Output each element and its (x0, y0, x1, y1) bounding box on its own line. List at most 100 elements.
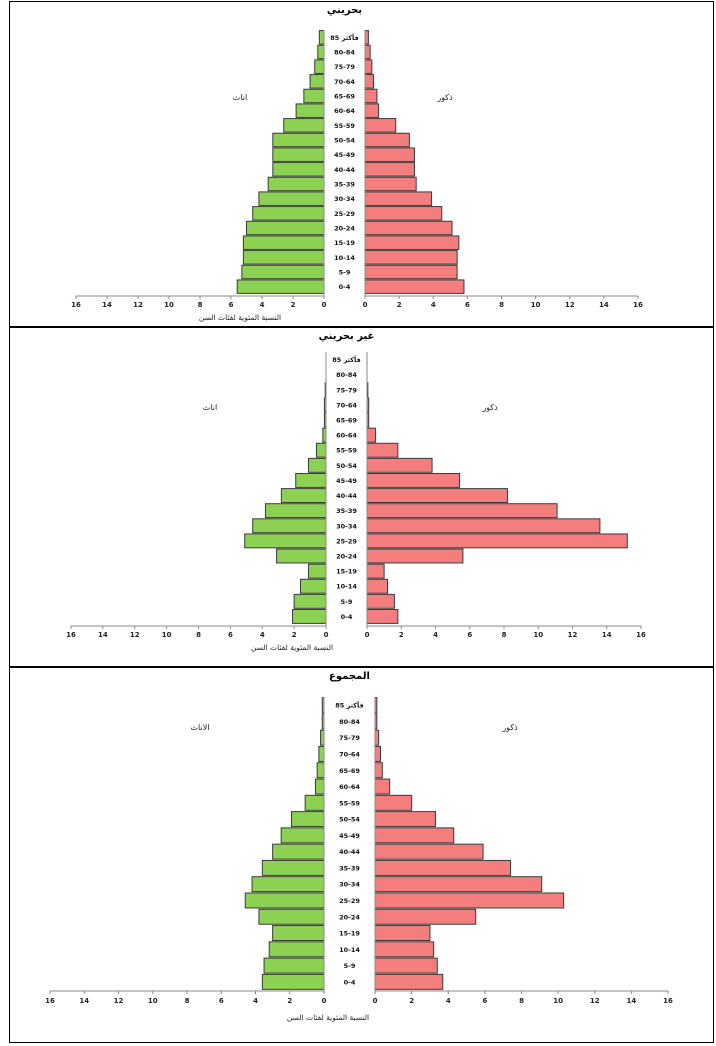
female-tick-label-non-bahraini-2: 12 (130, 631, 140, 639)
female-tick-label-total-0: 16 (45, 997, 55, 1005)
male-tick-label-total-1: 2 (409, 997, 414, 1005)
male-bar-total-11 (374, 794, 413, 811)
age-label-total-11: 55-59 (339, 799, 360, 807)
female-tick-label-non-bahraini-1: 14 (98, 631, 108, 639)
female-tick-label-bahraini-3: 10 (164, 301, 174, 309)
male-bar-total-0 (374, 973, 444, 990)
female-tick-label-bahraini-8: 0 (322, 301, 327, 309)
chart-title-bahraini: بحريني (327, 5, 362, 16)
age-label-bahraini-15: 75-79 (334, 63, 355, 71)
male-bar-total-9 (374, 827, 455, 844)
female-bar-total-2 (268, 941, 325, 958)
male-tick-label-bahraini-3: 6 (465, 301, 470, 309)
male-label-total: ذكور (501, 723, 518, 732)
pyramid-svg-total: المجموع 0-4 5-9 10-14 15-19 20-24 25-29 30-34 35… (45, 671, 673, 1022)
male-tick-label-bahraini-0: 0 (363, 301, 368, 309)
age-label-non-bahraini-9: 45-49 (336, 477, 357, 485)
age-label-total-9: 45-49 (339, 832, 360, 840)
male-bar-total-2 (374, 941, 435, 958)
age-label-bahraini-14: 70-64 (334, 78, 355, 86)
male-bar-total-5 (374, 892, 565, 909)
male-tick-label-non-bahraini-4: 8 (502, 631, 507, 639)
age-label-total-14: 70-64 (339, 750, 360, 758)
female-label-bahraini: اناث (233, 93, 247, 102)
age-label-non-bahraini-3: 15-19 (336, 568, 357, 576)
male-bar-non-bahraini-6 (366, 518, 601, 534)
male-bar-non-bahraini-4 (366, 548, 464, 564)
male-bar-bahraini-16 (364, 44, 371, 60)
male-bar-non-bahraini-12 (366, 427, 377, 443)
female-bar-total-6 (251, 876, 325, 893)
female-tick-label-non-bahraini-0: 16 (66, 631, 76, 639)
female-bar-total-11 (304, 794, 325, 811)
female-tick-label-total-4: 8 (185, 997, 190, 1005)
male-bar-bahraini-8 (364, 162, 415, 177)
male-bar-non-bahraini-10 (366, 457, 433, 473)
age-label-non-bahraini-14: 70-64 (336, 401, 357, 409)
age-label-non-bahraini-7: 35-39 (336, 507, 357, 515)
male-bar-non-bahraini-7 (366, 503, 558, 519)
age-label-bahraini-1: 5-9 (339, 269, 351, 277)
x-axis-label-non-bahraini: النسبة المئوية لفئات السن (251, 643, 333, 652)
female-bar-non-bahraini-8 (280, 488, 327, 504)
age-label-non-bahraini-12: 60-64 (336, 432, 357, 440)
male-bar-bahraini-17 (364, 30, 369, 45)
male-bar-non-bahraini-1 (366, 593, 395, 609)
age-gap-bahraini (325, 30, 364, 296)
age-label-bahraini-13: 65-69 (334, 93, 355, 101)
female-tick-label-bahraini-4: 8 (198, 301, 203, 309)
age-label-bahraini-2: 10-14 (334, 254, 355, 262)
male-bar-bahraini-10 (364, 132, 410, 148)
female-tick-label-total-8: 0 (322, 997, 327, 1005)
age-label-total-7: 35-39 (339, 864, 360, 872)
female-bar-non-bahraini-5 (244, 533, 327, 549)
male-bar-bahraini-15 (364, 59, 373, 74)
female-bar-bahraini-11 (283, 118, 325, 133)
age-label-total-8: 40-44 (339, 848, 360, 856)
age-label-non-bahraini-16: 80-84 (336, 371, 357, 379)
age-label-total-2: 10-14 (339, 946, 360, 954)
male-tick-label-bahraini-2: 4 (431, 301, 436, 309)
male-bar-bahraini-1 (364, 264, 458, 280)
pyramid-svg-non-bahraini: غير بحريني 0-4 5-9 10-14 15-19 20-24 25-29 30-3… (66, 331, 646, 652)
male-tick-label-non-bahraini-8: 16 (636, 631, 646, 639)
age-label-non-bahraini-6: 30-34 (336, 522, 357, 530)
male-tick-label-non-bahraini-6: 12 (568, 631, 578, 639)
female-bar-total-5 (244, 892, 325, 909)
male-tick-label-bahraini-7: 14 (599, 301, 609, 309)
pyramid-panel-total: المجموع 0-4 5-9 10-14 15-19 20-24 25-29 30-34 35… (9, 667, 714, 1043)
male-bar-bahraini-14 (364, 74, 375, 89)
male-tick-label-total-2: 4 (446, 997, 451, 1005)
male-tick-label-total-8: 16 (663, 997, 673, 1005)
male-bar-total-7 (374, 859, 512, 876)
male-bar-bahraini-11 (364, 118, 397, 133)
female-tick-label-total-6: 4 (253, 997, 258, 1005)
female-tick-label-bahraini-1: 14 (102, 301, 112, 309)
female-bar-bahraini-15 (314, 59, 325, 74)
age-label-bahraini-9: 45-49 (334, 151, 355, 159)
age-label-bahraini-4: 20-24 (334, 225, 355, 233)
male-bar-non-bahraini-9 (366, 472, 460, 488)
male-label-non-bahraini: ذكور (481, 403, 498, 412)
male-tick-label-bahraini-4: 8 (499, 301, 504, 309)
female-bar-total-1 (263, 957, 325, 974)
male-bar-total-13 (374, 762, 383, 779)
age-label-non-bahraini-1: 5-9 (341, 598, 353, 606)
male-tick-label-bahraini-5: 10 (531, 301, 541, 309)
age-label-non-bahraini-15: 75-79 (336, 386, 357, 394)
female-bar-non-bahraini-3 (307, 563, 327, 579)
age-label-total-17: 85 فأكثر (335, 701, 364, 710)
age-label-bahraini-8: 40-44 (334, 166, 355, 174)
male-tick-label-non-bahraini-7: 14 (602, 631, 612, 639)
female-bar-bahraini-13 (303, 88, 325, 104)
female-bar-total-10 (290, 811, 325, 828)
male-bar-bahraini-12 (364, 103, 380, 118)
pyramid-svg-bahraini: بحريني 0-4 5-9 10-14 15-19 20-24 25-29 30-34 35-… (71, 5, 643, 322)
age-label-total-13: 65-69 (339, 767, 360, 775)
male-bar-total-15 (374, 729, 380, 746)
male-bar-bahraini-4 (364, 220, 453, 236)
age-label-bahraini-10: 50-54 (334, 137, 355, 145)
female-bar-bahraini-6 (258, 191, 325, 206)
male-tick-label-total-3: 6 (482, 997, 487, 1005)
